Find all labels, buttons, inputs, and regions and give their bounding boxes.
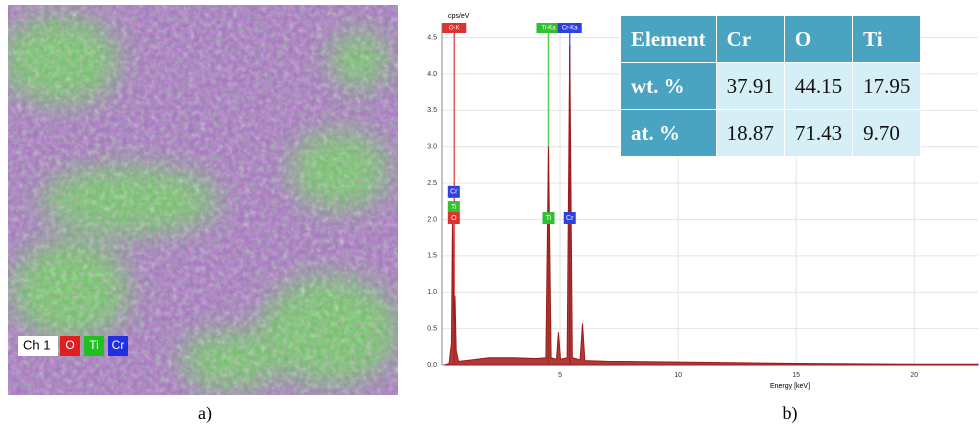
table-cell: 18.87 [715,109,785,157]
element-label: Cr-Ka [562,26,578,32]
marker-tag [542,212,555,225]
caption: a) [198,403,212,424]
legend-box [18,336,58,356]
table-cell: wt. % [620,62,717,110]
y-tick-label: 4.5 [427,34,437,41]
legend-swatch [108,336,128,356]
y-tick-label: 2.5 [427,180,437,187]
marker-tag [563,212,576,225]
y-tick-label: 4.0 [427,71,437,78]
legend-label: Ti [89,338,99,352]
marker-label: O [451,215,457,222]
x-tick-label: 20 [910,372,918,379]
y-tick-label: 1.0 [427,289,437,296]
y-tick-label: 3.5 [427,107,437,114]
table-cell: 17.95 [852,62,922,110]
element-tag [442,23,467,33]
table-cell: 44.15 [783,62,854,110]
table-row: at. % 18.87 71.43 9.70 [620,109,922,157]
composition-table: Element Cr O Ti wt. % 37.91 44.15 17.95 at. % 18.… [620,15,922,157]
marker-label: Ti [546,215,552,222]
header-cell: Cr [715,15,785,63]
element-label: O-K [449,26,460,32]
table-cell: 37.91 [715,62,785,110]
map-legend: Ch 1 [18,336,58,356]
header-cell: Element [620,15,717,63]
x-axis-label: Energy [keV] [770,383,810,390]
table-row: wt. % 37.91 44.15 17.95 [620,62,922,110]
x-tick-label: 15 [792,372,800,379]
y-tick-label: 2.0 [427,216,437,223]
caption: b) [783,403,798,424]
x-tick-label: 10 [674,372,682,379]
y-tick-label: 1.5 [427,253,437,260]
marker-label: Ti [451,204,457,211]
header-cell: Ti [852,15,922,63]
y-axis-label: cps/eV [448,13,470,20]
element-tag [536,23,561,33]
table-row: Element Cr O Ti [620,15,922,63]
table-cell: 71.43 [783,109,854,157]
marker-tag [447,185,460,198]
legend-swatch [84,336,104,356]
y-tick-label: 3.0 [427,144,437,151]
legend-label: Cr [112,338,125,352]
marker-label: Cr [450,189,458,196]
table-cell: 9.70 [852,109,922,157]
spectrum [444,44,979,366]
y-tick-label: 0.5 [427,325,437,332]
x-tick-label: 5 [558,372,562,379]
table-cell: at. % [620,109,717,157]
element-tag [557,23,582,33]
marker-tag [447,212,460,225]
eds-map [8,5,398,395]
legend-label: O [65,338,74,352]
marker-tag [447,201,460,214]
y-tick-label: 0.0 [427,362,437,369]
header-cell: O [783,15,854,63]
legend-title: Ch 1 [23,337,50,352]
marker-label: Cr [566,215,574,222]
element-label: Ti-Ka [541,26,556,32]
legend-swatch [60,336,80,356]
